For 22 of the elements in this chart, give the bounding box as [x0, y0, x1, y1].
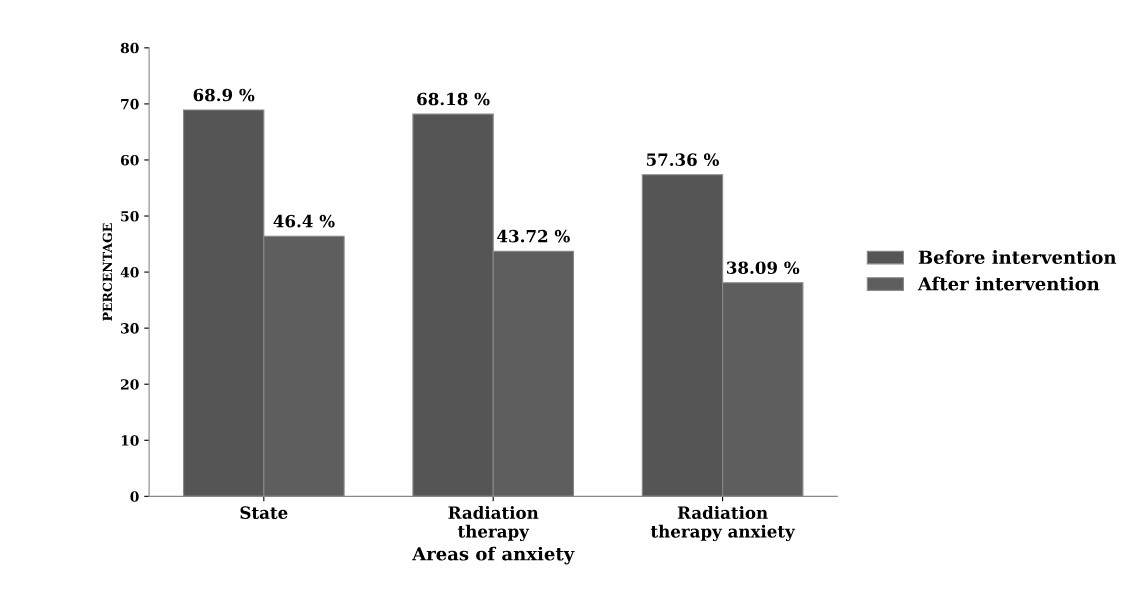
y-tick-label: 50 [121, 211, 139, 222]
y-tick-label: 40 [120, 267, 139, 278]
y-tick-label: 0 [130, 491, 139, 502]
x-tick-label: Radiation therapy [448, 506, 539, 542]
y-tick-label: 30 [121, 323, 139, 334]
x-axis-title: Areas of anxiety [412, 546, 575, 565]
y-tick-label: 80 [120, 42, 139, 54]
data-label: 46.4 % [273, 214, 335, 228]
y-axis-title: PERCENTAGE [102, 223, 113, 321]
x-tick-label: State [240, 506, 288, 519]
data-label: 43.72 % [497, 229, 570, 243]
data-label: 38.09 % [727, 261, 800, 275]
data-label: 68.9 % [193, 88, 255, 102]
legend-label: Before intervention [918, 250, 1117, 265]
x-tick-label: Radiation therapy anxiety [650, 506, 796, 542]
y-tick-label: 70 [121, 98, 139, 110]
y-tick-label: 10 [121, 435, 139, 446]
data-label: 68.18 % [417, 92, 490, 106]
y-tick-label: 60 [120, 154, 139, 166]
y-tick-label: 20 [120, 379, 139, 390]
legend-label: After intervention [917, 276, 1100, 291]
data-label: 57.36 % [646, 153, 719, 166]
